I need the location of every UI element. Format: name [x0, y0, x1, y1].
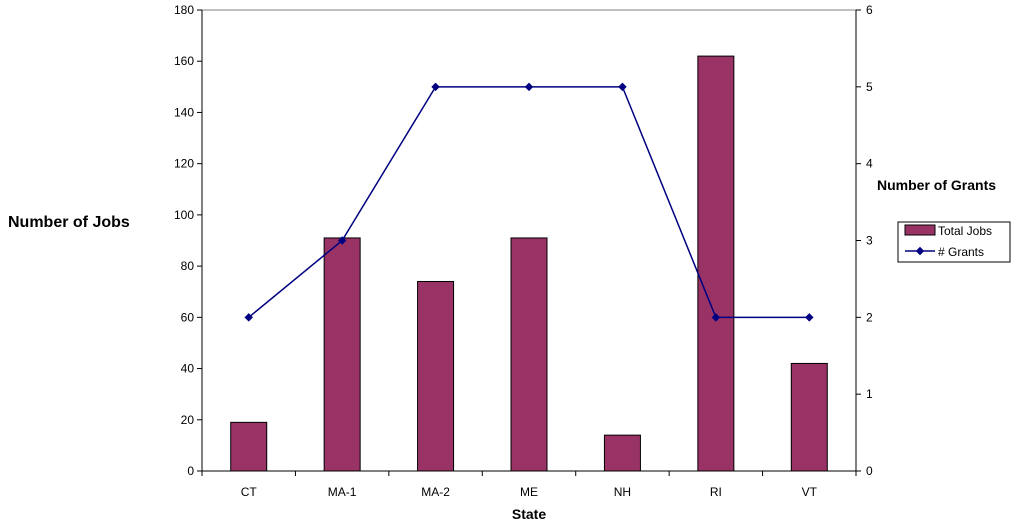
legend-label-total-jobs: Total Jobs	[938, 224, 992, 238]
bar-ma-2	[417, 280, 455, 472]
line-series-group	[244, 82, 814, 322]
y-tick-label: 120	[174, 157, 194, 171]
y-tick-label: 0	[187, 464, 194, 478]
y2-tick-label: 3	[866, 234, 873, 248]
grants-point-ma-2	[431, 82, 440, 92]
y-tick-label: 160	[174, 54, 194, 68]
x-tick-label: MA-2	[421, 485, 450, 499]
grants-point-vt	[805, 313, 814, 322]
x-tick-label: MA-1	[328, 485, 357, 499]
y-tick-label: 100	[174, 208, 194, 222]
x-tick-label: VT	[802, 485, 818, 499]
y2-tick-label: 6	[866, 3, 873, 17]
x-tick-label: CT	[241, 485, 258, 499]
grants-point-ma-1	[337, 236, 347, 245]
x-tick-label: RI	[710, 485, 722, 499]
legend-label-grants: # Grants	[938, 245, 984, 259]
grants-point-ri	[711, 313, 721, 322]
y2-tick-label: 5	[866, 80, 873, 94]
legend-swatch-bar	[904, 224, 936, 236]
y2-tick-label: 4	[866, 157, 873, 171]
y-axis-title: Number of Jobs	[8, 214, 130, 231]
y2-axis-title: Number of Grants	[877, 177, 996, 193]
grants-point-ct	[244, 313, 253, 322]
y2-tick-label: 0	[866, 464, 873, 478]
bar-ri	[697, 55, 735, 472]
x-axis-title: State	[512, 506, 546, 522]
x-tick-label: NH	[614, 485, 631, 499]
y-tick-label: 80	[181, 259, 195, 273]
legend: Total Jobs # Grants	[897, 221, 1011, 263]
y-tick-label: 140	[174, 105, 194, 119]
x-tick-label: ME	[520, 485, 538, 499]
y-tick-label: 180	[174, 3, 194, 17]
y2-tick-label: 1	[866, 387, 873, 401]
bar-vt	[790, 362, 828, 472]
bar-ct	[230, 421, 268, 472]
y2-tick-label: 2	[866, 310, 873, 324]
bar-me	[510, 237, 548, 472]
y-tick-label: 40	[181, 362, 195, 376]
y-tick-label: 20	[181, 413, 195, 427]
bar-nh	[603, 434, 641, 472]
y-tick-label: 60	[181, 310, 195, 324]
bar-ma-1	[323, 237, 361, 472]
axes-group: 0 20 40 60 80 100 120 140 160 180 0 1 2 3 4 5 6 CT MA-1 MA-…	[174, 3, 873, 499]
